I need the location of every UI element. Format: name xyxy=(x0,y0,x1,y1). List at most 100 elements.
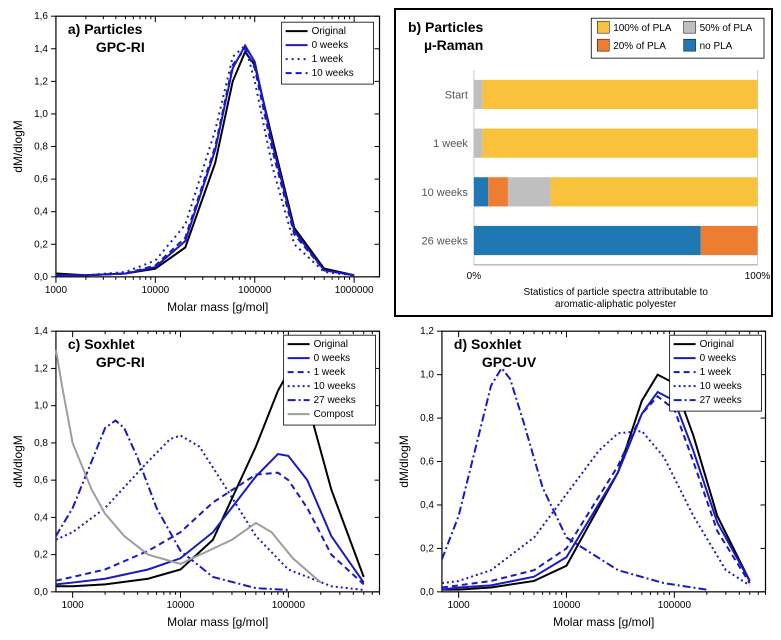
legend-item: 100% of PLA xyxy=(613,23,672,34)
category-label: 1 week xyxy=(433,138,468,150)
legend-item: Original xyxy=(314,339,348,350)
svg-text:0,4: 0,4 xyxy=(34,207,48,218)
panel-d-soxhlet-gpc-uv: 0,0 0,2 0,4 0,6 0,8 1,0 1,2 1000 10000 100000 d) S… xyxy=(394,323,774,632)
y-axis-label: dM/dlogM xyxy=(11,120,25,173)
svg-text:100000: 100000 xyxy=(272,600,306,611)
panel-subtitle: GPC-RI xyxy=(96,39,145,55)
svg-text:1,2: 1,2 xyxy=(34,76,48,87)
legend-item: 0 weeks xyxy=(314,353,351,364)
svg-text:0,0: 0,0 xyxy=(34,272,48,283)
series-0-weeks xyxy=(56,454,364,584)
svg-text:0,0: 0,0 xyxy=(34,587,48,598)
svg-text:0,6: 0,6 xyxy=(420,457,434,468)
legend-item: 0 weeks xyxy=(312,40,349,51)
legend-item: 1 week xyxy=(314,367,346,378)
panel-a-particles-gpc-ri: 0,0 0,2 0,4 0,6 0,8 1,0 1,2 1,4 1,6 1000 10000 1000… xyxy=(8,8,388,317)
svg-text:0,0: 0,0 xyxy=(420,587,434,598)
panel-caption: Statistics of particle spectra attributa… xyxy=(523,287,708,298)
series-27-weeks xyxy=(56,421,288,590)
series-1-week xyxy=(441,396,749,587)
category-label: 10 weeks xyxy=(421,187,468,199)
panel-title: d) Soxhlet xyxy=(453,336,521,352)
chart-svg: 0,0 0,2 0,4 0,6 0,8 1,0 1,2 1,4 1,6 1000 10000 1000… xyxy=(8,8,388,317)
bar-segment xyxy=(550,177,757,206)
legend-item: 27 weeks xyxy=(314,395,356,406)
panel-title: c) Soxhlet xyxy=(68,336,135,352)
chart-svg: 0,0 0,2 0,4 0,6 0,8 1,0 1,2 1,4 1000 10000 100000 c… xyxy=(8,323,388,632)
svg-text:0,2: 0,2 xyxy=(34,550,48,561)
y-axis-label: dM/dlogM xyxy=(11,435,25,488)
panel-caption: aromatic-aliphatic polyester xyxy=(555,299,677,310)
svg-text:1000: 1000 xyxy=(45,285,68,296)
svg-text:10000: 10000 xyxy=(141,285,169,296)
series-10-weeks xyxy=(56,435,364,589)
x-axis-label: Molar mass [g/mol] xyxy=(167,300,268,314)
svg-text:0,2: 0,2 xyxy=(420,543,434,554)
legend-item: Original xyxy=(312,26,346,37)
legend-item: 10 weeks xyxy=(699,381,741,392)
bar-segment xyxy=(507,177,550,206)
legend-item: Compost xyxy=(314,409,354,420)
legend-item: 50% of PLA xyxy=(699,23,752,34)
panel-b-particles-raman: 100% of PLA 50% of PLA 20% of PLA no PLA b) … xyxy=(394,8,774,317)
svg-text:1000: 1000 xyxy=(62,600,85,611)
chart-svg: 0,0 0,2 0,4 0,6 0,8 1,0 1,2 1000 10000 100000 d) S… xyxy=(394,323,774,632)
svg-text:1000000: 1000000 xyxy=(335,285,374,296)
x-axis-label: Molar mass [g/mol] xyxy=(553,615,654,629)
bar-segment xyxy=(488,177,508,206)
category-label: Start xyxy=(444,89,467,101)
category-label: 26 weeks xyxy=(421,236,468,248)
svg-text:0,8: 0,8 xyxy=(34,438,48,449)
svg-text:1,2: 1,2 xyxy=(420,326,434,337)
figure-grid: 0,0 0,2 0,4 0,6 0,8 1,0 1,2 1,4 1,6 1000 10000 1000… xyxy=(8,8,773,632)
svg-text:0,6: 0,6 xyxy=(34,174,48,185)
svg-text:0,4: 0,4 xyxy=(420,500,434,511)
legend-item: 20% of PLA xyxy=(613,41,666,52)
panel-title: a) Particles xyxy=(68,21,143,37)
bar-segment xyxy=(482,129,757,158)
svg-text:1,4: 1,4 xyxy=(34,326,48,337)
legend-item: no PLA xyxy=(699,41,732,52)
panel-title: b) Particles xyxy=(407,19,483,35)
svg-text:0%: 0% xyxy=(466,271,481,282)
bar-segment xyxy=(473,226,700,255)
svg-text:1,0: 1,0 xyxy=(34,109,48,120)
svg-text:100000: 100000 xyxy=(657,600,691,611)
legend-item: 0 weeks xyxy=(699,353,736,364)
svg-text:1000: 1000 xyxy=(447,600,470,611)
svg-text:0,2: 0,2 xyxy=(34,239,48,250)
svg-text:1,4: 1,4 xyxy=(34,44,48,55)
svg-text:0,6: 0,6 xyxy=(34,475,48,486)
legend-item: 1 week xyxy=(699,367,731,378)
svg-text:1,0: 1,0 xyxy=(34,401,48,412)
series-original xyxy=(56,52,354,275)
svg-text:1,0: 1,0 xyxy=(420,370,434,381)
svg-text:10000: 10000 xyxy=(552,600,580,611)
legend-item: 1 week xyxy=(312,54,344,65)
panel-subtitle: µ-Raman xyxy=(423,37,482,53)
bar-segment xyxy=(473,80,482,109)
svg-text:0,8: 0,8 xyxy=(420,413,434,424)
panel-subtitle: GPC-RI xyxy=(96,354,145,370)
bar-segment xyxy=(473,129,482,158)
svg-text:1,2: 1,2 xyxy=(34,363,48,374)
legend-item: Original xyxy=(699,339,733,350)
svg-text:100000: 100000 xyxy=(238,285,272,296)
series-0-weeks xyxy=(441,392,749,590)
panel-c-soxhlet-gpc-ri: 0,0 0,2 0,4 0,6 0,8 1,0 1,2 1,4 1000 10000 100000 c… xyxy=(8,323,388,632)
svg-text:100%: 100% xyxy=(744,271,770,282)
svg-text:1,6: 1,6 xyxy=(34,11,48,22)
svg-text:0,8: 0,8 xyxy=(34,142,48,153)
bar-segment xyxy=(482,80,757,109)
series-1-week xyxy=(56,473,364,585)
legend-item: 27 weeks xyxy=(699,395,741,406)
x-axis-label: Molar mass [g/mol] xyxy=(167,615,268,629)
y-axis-label: dM/dlogM xyxy=(396,435,410,488)
legend-item: 10 weeks xyxy=(314,381,356,392)
svg-text:10000: 10000 xyxy=(167,600,195,611)
legend-item: 10 weeks xyxy=(312,68,354,79)
svg-text:0,4: 0,4 xyxy=(34,512,48,523)
panel-subtitle: GPC-UV xyxy=(481,354,536,370)
bar-segment xyxy=(700,226,757,255)
series-27-weeks xyxy=(441,368,706,590)
